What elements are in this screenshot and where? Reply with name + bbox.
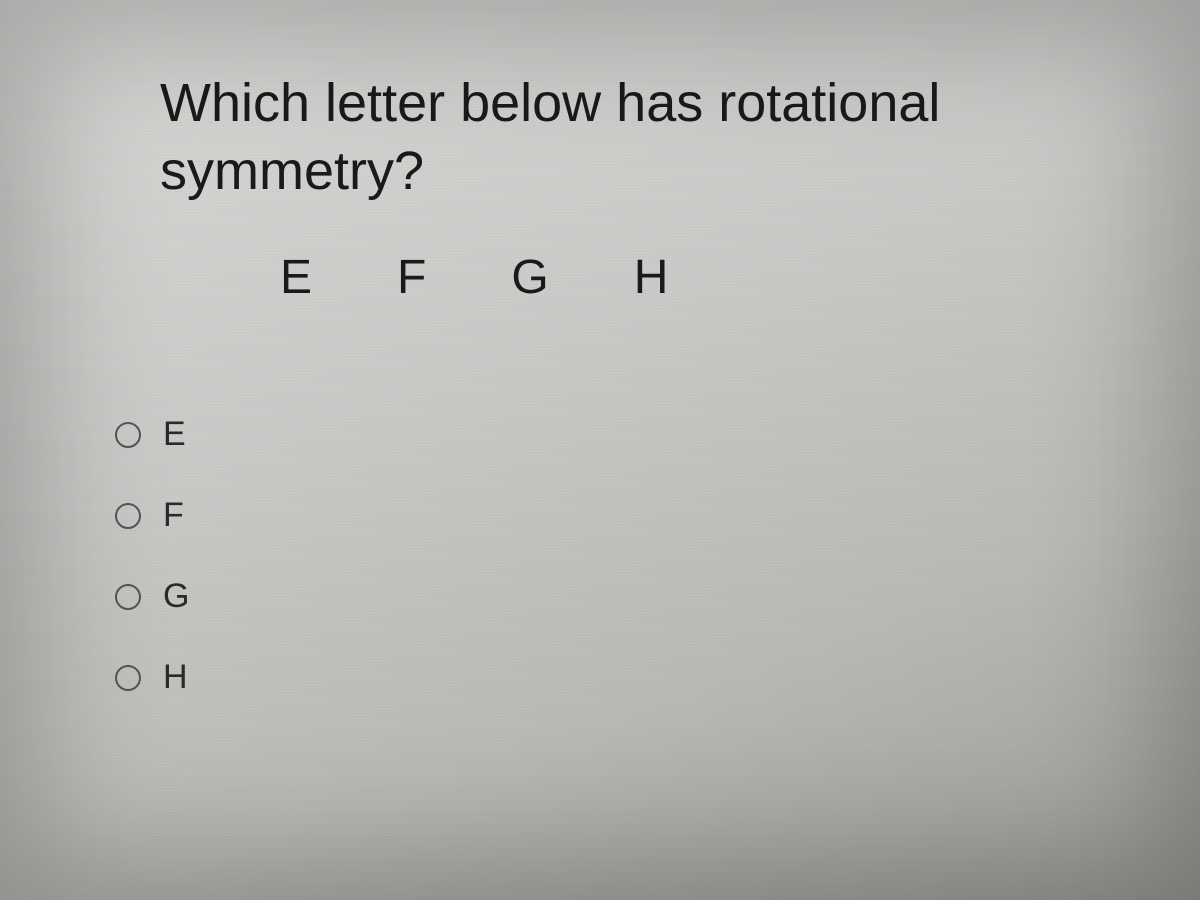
option-row-h[interactable]: H — [115, 658, 1200, 697]
option-label-g: G — [163, 577, 189, 616]
option-row-f[interactable]: F — [115, 496, 1200, 535]
radio-button-f[interactable] — [115, 503, 141, 529]
display-letter-g: G — [511, 250, 548, 305]
question-line-1: Which letter below has rotational — [160, 73, 940, 133]
option-label-h: H — [163, 658, 188, 697]
question-text: Which letter below has rotational symmet… — [160, 70, 1060, 205]
option-row-g[interactable]: G — [115, 577, 1200, 616]
question-line-2: symmetry? — [160, 141, 424, 201]
option-label-f: F — [163, 496, 184, 535]
display-letter-f: F — [397, 250, 426, 305]
option-label-e: E — [163, 415, 186, 454]
radio-button-e[interactable] — [115, 422, 141, 448]
radio-button-h[interactable] — [115, 665, 141, 691]
option-row-e[interactable]: E — [115, 415, 1200, 454]
options-list: E F G H — [115, 415, 1200, 697]
display-letter-e: E — [280, 250, 312, 305]
radio-button-g[interactable] — [115, 584, 141, 610]
display-letter-h: H — [634, 250, 669, 305]
letter-row: E F G H — [160, 250, 1200, 305]
question-container: Which letter below has rotational symmet… — [0, 0, 1200, 697]
